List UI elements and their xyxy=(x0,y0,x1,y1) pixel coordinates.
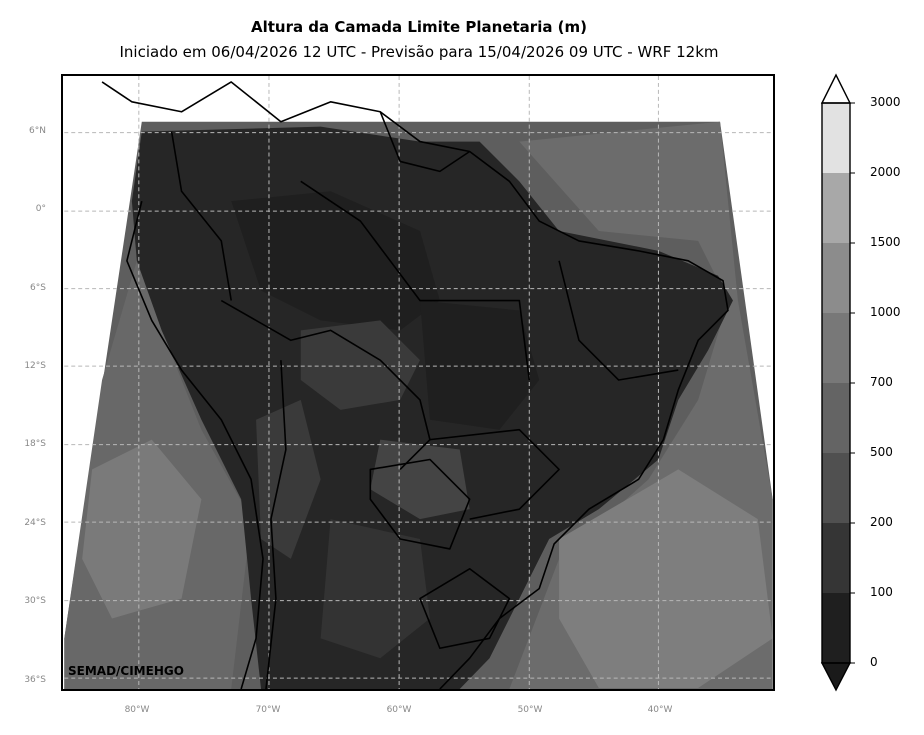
amazon-patch-field xyxy=(231,191,440,331)
colorbar-level-label: 1500 xyxy=(870,235,901,249)
colorbar-segment xyxy=(822,593,850,663)
lon-label-80w: 80°W xyxy=(124,705,150,715)
central-brazil-patch xyxy=(419,300,540,430)
interior-midtone-patch xyxy=(300,320,420,410)
gridlines xyxy=(64,76,773,689)
andes-midtone-patch xyxy=(256,399,321,559)
colorbar-segment xyxy=(822,103,850,173)
brazil-states-east xyxy=(558,260,679,381)
colorbar-segment xyxy=(822,173,850,243)
south-atlantic-lighter-field xyxy=(559,469,773,689)
colorbar-extend-max xyxy=(820,73,852,104)
pbl-height-map xyxy=(64,76,773,689)
brazil-states-north xyxy=(300,180,531,381)
map-panel xyxy=(61,74,775,691)
lat-label-36s: 36°S xyxy=(24,675,46,685)
colorbar-segment xyxy=(822,453,850,523)
colorbar-level-label: 1000 xyxy=(870,305,901,319)
uruguay-border xyxy=(419,567,511,650)
lon-label-60w: 60°W xyxy=(386,705,412,715)
coastline xyxy=(101,81,729,689)
lon-label-40w: 40°W xyxy=(647,705,673,715)
lat-label-0: 0° xyxy=(35,204,46,214)
map-title: Altura da Camada Limite Planetaria (m) xyxy=(250,18,588,36)
lat-label-12s: 12°S xyxy=(24,361,46,371)
colorbar-segment xyxy=(822,313,850,383)
colorbar-level-label: 700 xyxy=(870,375,893,389)
chaco-midtone-patch xyxy=(370,439,470,520)
colorbar-segment xyxy=(822,383,850,453)
lat-label-6s: 6°S xyxy=(30,283,46,293)
lat-label-30s: 30°S xyxy=(24,596,46,606)
lon-label-50w: 50°W xyxy=(517,705,543,715)
colorbar-level-label: 100 xyxy=(870,585,893,599)
colorbar xyxy=(820,73,855,692)
brazil-states-central xyxy=(429,428,560,520)
colorbar-level-label: 500 xyxy=(870,445,893,459)
colorbar-level-label: 2000 xyxy=(870,165,901,179)
map-subtitle: Iniciado em 06/04/2026 12 UTC - Previsão… xyxy=(119,43,719,61)
coastlines-borders xyxy=(101,81,729,689)
lat-label-18s: 18°S xyxy=(24,439,46,449)
lat-label-6n: 6°N xyxy=(29,126,46,136)
amazon-border xyxy=(170,131,233,301)
guianas-border xyxy=(379,111,471,173)
colorbar-level-label: 3000 xyxy=(870,95,901,109)
southern-interior-patch xyxy=(320,519,430,659)
andes-border xyxy=(265,360,287,689)
colorbar-level-label: 200 xyxy=(870,515,893,529)
pacific-lighter-field xyxy=(82,439,202,619)
colorbar-segment xyxy=(822,523,850,593)
colorbar-level-label: 0 xyxy=(870,655,878,669)
colorbar-segment xyxy=(822,243,850,313)
credit-label: SEMAD/CIMEHGO xyxy=(68,664,184,678)
lat-label-24s: 24°S xyxy=(24,518,46,528)
lon-label-70w: 70°W xyxy=(255,705,281,715)
colorbar-extend-min xyxy=(820,662,852,692)
paraguay-border xyxy=(369,458,471,550)
west-coastline xyxy=(126,200,264,689)
